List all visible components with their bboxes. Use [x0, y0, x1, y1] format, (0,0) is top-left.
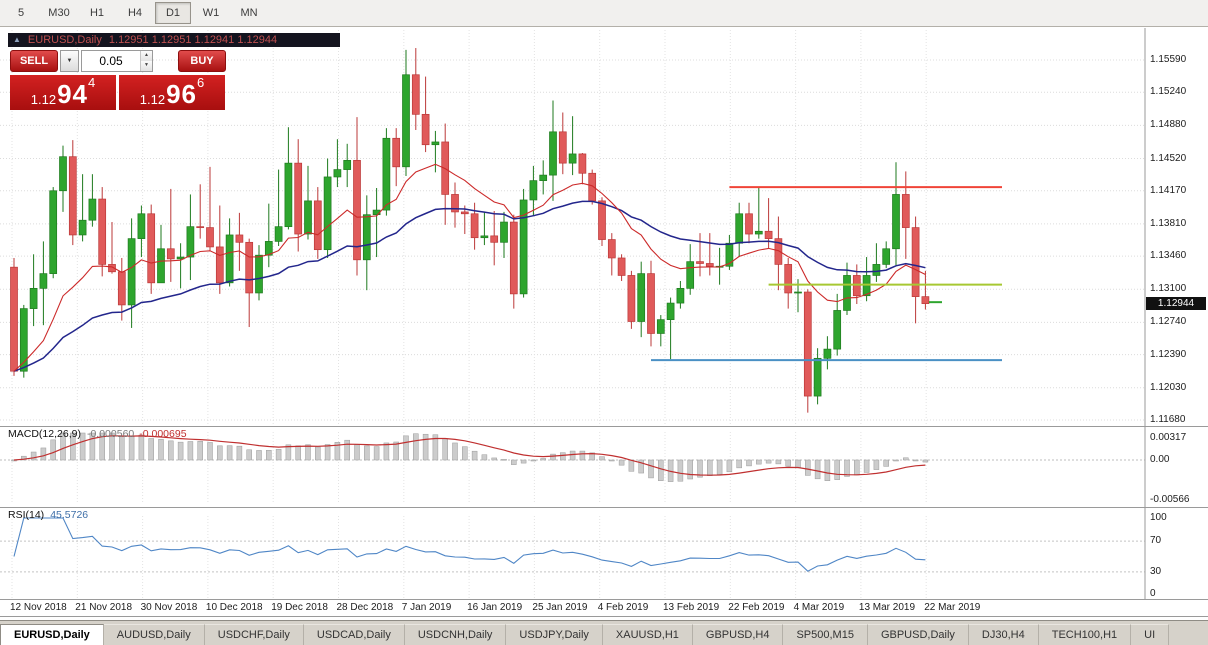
sell-price-prefix: 1.12: [30, 92, 57, 107]
chart-title-bar: ▲ EURUSD,Daily 1.12951 1.12951 1.12941 1…: [8, 33, 340, 47]
volume-input[interactable]: [82, 51, 140, 71]
date-label: 22 Mar 2019: [924, 602, 981, 613]
chart-ohlc-readout: 1.12951 1.12951 1.12941 1.12944: [108, 34, 278, 46]
date-label: 21 Nov 2018: [75, 602, 133, 613]
chart-tab-audusd-daily[interactable]: AUDUSD,Daily: [103, 624, 205, 645]
grid: [0, 30, 1145, 598]
timeframe-button-h1[interactable]: H1: [89, 7, 105, 19]
chart-tab-ui[interactable]: UI: [1131, 624, 1170, 645]
chart-tab-usdcnh-daily[interactable]: USDCNH,Daily: [404, 624, 507, 645]
trade-controls-row: SELL ▼ ▲ ▼ BUY: [10, 50, 226, 72]
macd-label: MACD(12,26,9) -0.000560 -0.000695: [8, 428, 187, 440]
date-label: 25 Jan 2019: [532, 602, 588, 613]
price-axis-label: 1.12390: [1150, 348, 1187, 360]
price-axis-label: 1.14880: [1150, 119, 1187, 131]
rsi-axis-label: 100: [1150, 512, 1167, 523]
sell-button[interactable]: SELL: [10, 50, 58, 72]
rsi-panel: [13, 517, 926, 572]
chart-tab-eurusd-daily[interactable]: EURUSD,Daily: [0, 624, 104, 645]
date-label: 28 Dec 2018: [336, 602, 394, 613]
price-axis-label: 1.14170: [1150, 184, 1187, 196]
chart-tab-bar: EURUSD,Daily AUDUSD,Daily USDCHF,Daily USDC…: [0, 620, 1208, 645]
chart-tab-gbpusd-h4[interactable]: GBPUSD,H4: [692, 624, 784, 645]
macd-name: MACD(12,26,9): [8, 428, 81, 440]
date-label: 22 Feb 2019: [728, 602, 785, 613]
timeframe-button-m30[interactable]: M30: [48, 7, 70, 19]
macd-axis-label: -0.00566: [1150, 493, 1190, 505]
date-label: 30 Nov 2018: [140, 602, 198, 613]
chart-tab-usdjpy-daily[interactable]: USDJPY,Daily: [506, 624, 603, 645]
volume-decrease-button[interactable]: ▼: [141, 61, 152, 71]
buy-price-pips: 96: [166, 79, 197, 109]
date-label: 4 Feb 2019: [597, 602, 649, 613]
price-axis-label: 1.15590: [1150, 54, 1187, 65]
buy-price-point: 6: [197, 75, 205, 90]
price-axis-label: 1.13460: [1150, 250, 1187, 262]
volume-field: ▲ ▼: [81, 50, 153, 72]
macd-signal-value: -0.000695: [139, 428, 187, 440]
date-label: 4 Mar 2019: [793, 602, 845, 613]
timeframe-button-mn[interactable]: MN: [240, 7, 258, 19]
price-axis-label: 1.14520: [1150, 152, 1187, 164]
rsi-label: RSI(14) 45.5726: [8, 509, 88, 521]
date-label: 12 Nov 2018: [10, 602, 67, 613]
chart-tab-usdcad-daily[interactable]: USDCAD,Daily: [303, 624, 405, 645]
chart-tab-xauusd-h1[interactable]: XAUUSD,H1: [602, 624, 693, 645]
volume-increase-button[interactable]: ▲: [141, 51, 152, 61]
current-price-badge: 1.12944: [1146, 297, 1206, 311]
timeframe-button-d1[interactable]: D1: [155, 2, 191, 24]
buy-price-display[interactable]: 1.12 96 6: [119, 75, 225, 110]
price-axis-label: 1.13100: [1150, 283, 1187, 295]
macd-panel: [11, 432, 929, 482]
rsi-axis-label: 0: [1150, 588, 1156, 599]
chart-tab-dj30-h4[interactable]: DJ30,H4: [968, 624, 1039, 645]
price-axis-label: 1.12030: [1150, 381, 1187, 393]
volume-dropdown-button[interactable]: ▼: [60, 50, 79, 72]
date-label: 16 Jan 2019: [467, 602, 523, 613]
rsi-name: RSI(14): [8, 509, 45, 521]
timeframe-toolbar: 5 M30 H1 H4 D1 W1 MN: [0, 0, 1208, 27]
chevron-down-icon: ▼: [66, 58, 73, 64]
macd-axis-label: 0.00317: [1150, 431, 1187, 443]
date-label: 10 Dec 2018: [205, 602, 263, 613]
sell-price-display[interactable]: 1.12 94 4: [10, 75, 116, 110]
price-axis-label: 1.12740: [1150, 316, 1187, 328]
date-label: 7 Jan 2019: [401, 602, 452, 613]
sell-price-point: 4: [88, 75, 96, 90]
rsi-value: 45.5726: [50, 509, 89, 521]
macd-axis-label: 0.00: [1150, 454, 1170, 465]
chart-window-icon: ▲: [13, 35, 21, 44]
rsi-axis-label: 30: [1150, 565, 1162, 577]
date-label: 13 Mar 2019: [858, 602, 916, 613]
chart-title: EURUSD,Daily: [27, 34, 102, 46]
date-label: 13 Feb 2019: [663, 602, 720, 613]
chart-tab-sp500-m15[interactable]: SP500,M15: [783, 624, 868, 645]
price-axis-label: 1.13810: [1150, 217, 1187, 229]
chart-tab-gbpusd-daily[interactable]: GBPUSD,Daily: [867, 624, 969, 645]
price-axis-label: 1.15240: [1150, 86, 1187, 98]
sell-price-pips: 94: [57, 79, 88, 109]
price-axis-label: 1.11680: [1150, 414, 1186, 425]
moving-averages: [13, 163, 926, 372]
buy-button[interactable]: BUY: [178, 50, 226, 72]
chart-tab-tech100-h1[interactable]: TECH100,H1: [1038, 624, 1132, 645]
date-label: 19 Dec 2018: [271, 602, 328, 613]
timeframe-button-h4[interactable]: H4: [127, 7, 143, 19]
candles: [10, 48, 930, 413]
timeframe-button-5[interactable]: 5: [17, 7, 25, 19]
rsi-axis-label: 70: [1150, 535, 1162, 547]
trade-prices-row: 1.12 94 4 1.12 96 6: [10, 75, 226, 110]
chart-tab-usdchf-daily[interactable]: USDCHF,Daily: [204, 624, 304, 645]
volume-spinner: ▲ ▼: [140, 51, 152, 71]
macd-main-value: -0.000560: [86, 428, 135, 440]
timeframe-button-w1[interactable]: W1: [202, 7, 220, 19]
buy-price-prefix: 1.12: [139, 92, 166, 107]
frame: [0, 28, 1208, 617]
